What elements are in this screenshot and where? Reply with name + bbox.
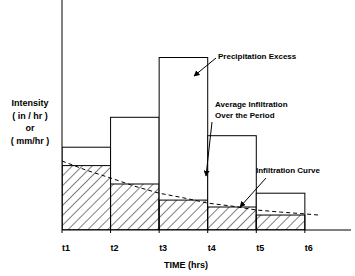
marks (62, 58, 319, 231)
x-tick-label: t1 (62, 243, 70, 253)
annotation: Infiltration Curve (256, 166, 321, 175)
x-tick-label: t3 (159, 243, 167, 253)
x-tick-label: t6 (305, 243, 313, 253)
x-tick-label: t2 (111, 243, 119, 253)
infiltration-bar (208, 207, 257, 230)
x-tick (256, 230, 257, 233)
x-tick (110, 230, 111, 233)
annotation-arrow (206, 122, 212, 176)
chart-root: t1 t2 t3 t4 t5 t6 TIME (hrs) Intensity ( in / hr… (0, 0, 355, 276)
annotation-arrow (240, 178, 266, 207)
x-tick-label: t4 (208, 243, 216, 253)
annotation: Over the Period (215, 111, 275, 120)
x-tick (207, 230, 208, 233)
precipitation-bar (111, 117, 160, 230)
annotation: Precipitation Excess (218, 52, 297, 61)
x-tick (159, 230, 160, 233)
x-tick-label: t5 (256, 243, 264, 253)
precipitation-bar (62, 147, 111, 230)
precipitation-bar (159, 58, 208, 231)
annotation-arrow (194, 58, 216, 76)
infiltration-bar (159, 200, 208, 230)
y-axis-label: ( mm/hr ) (11, 136, 50, 146)
y-axis (62, 0, 63, 230)
x-axis-label: TIME (hrs) (164, 260, 208, 270)
x-tick (304, 230, 305, 233)
x-axis (62, 230, 351, 231)
annotation: Average Infiltration (215, 100, 288, 109)
y-axis-label: Intensity (11, 98, 48, 108)
y-axis-label: ( in / hr ) (12, 111, 48, 121)
x-tick (62, 230, 63, 233)
precipitation-bar (208, 136, 257, 230)
infiltration-bar (256, 215, 305, 230)
chart: t1 t2 t3 t4 t5 t6 TIME (hrs) Intensity ( in / hr… (0, 0, 355, 276)
y-axis-label: or (26, 123, 35, 133)
